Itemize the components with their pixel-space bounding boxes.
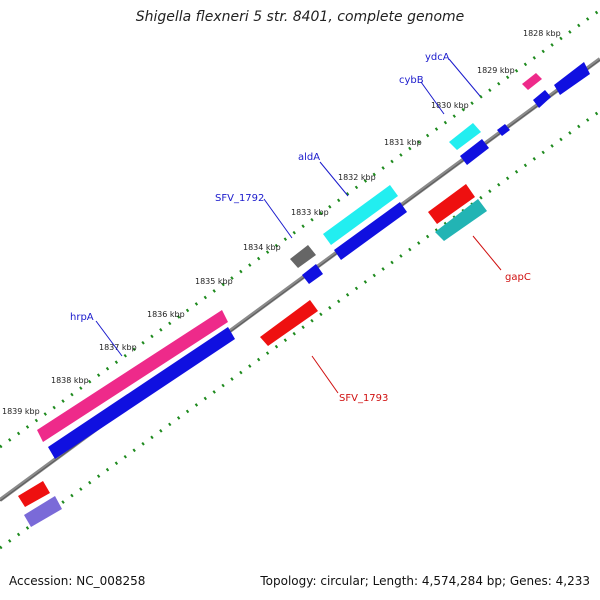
gene-bar[interactable]: [24, 496, 62, 527]
kbp-label: 1837 kbp: [99, 343, 137, 352]
kbp-label: 1833 kbp: [291, 208, 329, 217]
kbp-label: 1829 kbp: [477, 66, 515, 75]
gene-bar[interactable]: [260, 300, 318, 346]
kbp-label: 1828 kbp: [523, 29, 561, 38]
gene-label-ydcA[interactable]: ydcA: [425, 52, 450, 63]
kbp-label: 1839 kbp: [2, 407, 40, 416]
gene-bar[interactable]: [37, 310, 228, 442]
gene-bar[interactable]: [18, 481, 50, 507]
gene-bar[interactable]: [323, 185, 398, 245]
kbp-label: 1836 kbp: [147, 310, 185, 319]
kbp-tick-labels: 1828 kbp 1829 kbp 1830 kbp 1831 kbp 1832…: [2, 29, 561, 416]
gene-label-SFV_1793[interactable]: SFV_1793: [339, 393, 388, 404]
kbp-label: 1830 kbp: [431, 101, 469, 110]
kbp-label: 1832 kbp: [338, 173, 376, 182]
genome-stats-label: Topology: circular; Length: 4,574,284 bp…: [260, 574, 590, 588]
gene-label-gapC[interactable]: gapC: [505, 272, 531, 283]
forward-genes: [37, 62, 590, 459]
forward-tick-row: [0, 8, 600, 449]
kbp-label: 1835 kbp: [195, 277, 233, 286]
gene-bar[interactable]: [497, 124, 510, 136]
gene-bar[interactable]: [290, 245, 316, 268]
kbp-label: 1838 kbp: [51, 376, 89, 385]
gene-bar[interactable]: [460, 139, 489, 165]
gene-label-cybB[interactable]: cybB: [399, 75, 424, 86]
kbp-label: 1831 kbp: [384, 138, 422, 147]
gene-bar[interactable]: [334, 202, 407, 260]
gene-labels: ydcA cybB aldA SFV_1792 hrpA gapC SFV_17…: [70, 52, 531, 404]
gene-bar[interactable]: [522, 73, 542, 90]
accession-label: Accession: NC_008258: [9, 574, 146, 588]
gene-label-SFV_1792[interactable]: SFV_1792: [215, 193, 264, 204]
gene-label-hrpA[interactable]: hrpA: [70, 312, 94, 323]
reverse-genes: [18, 184, 487, 527]
gene-bar[interactable]: [435, 199, 487, 241]
kbp-label: 1834 kbp: [243, 243, 281, 252]
gene-bar[interactable]: [554, 62, 590, 95]
gene-label-aldA[interactable]: aldA: [298, 152, 320, 163]
reverse-tick-row: [0, 109, 600, 550]
gene-bar[interactable]: [428, 184, 475, 224]
gene-bar[interactable]: [449, 123, 481, 150]
gene-bar[interactable]: [533, 90, 551, 108]
gene-bar[interactable]: [302, 264, 323, 284]
gene-bar[interactable]: [48, 327, 235, 459]
map-title: Shigella flexneri 5 str. 8401, complete …: [135, 9, 465, 25]
label-leaders: [95, 58, 502, 394]
